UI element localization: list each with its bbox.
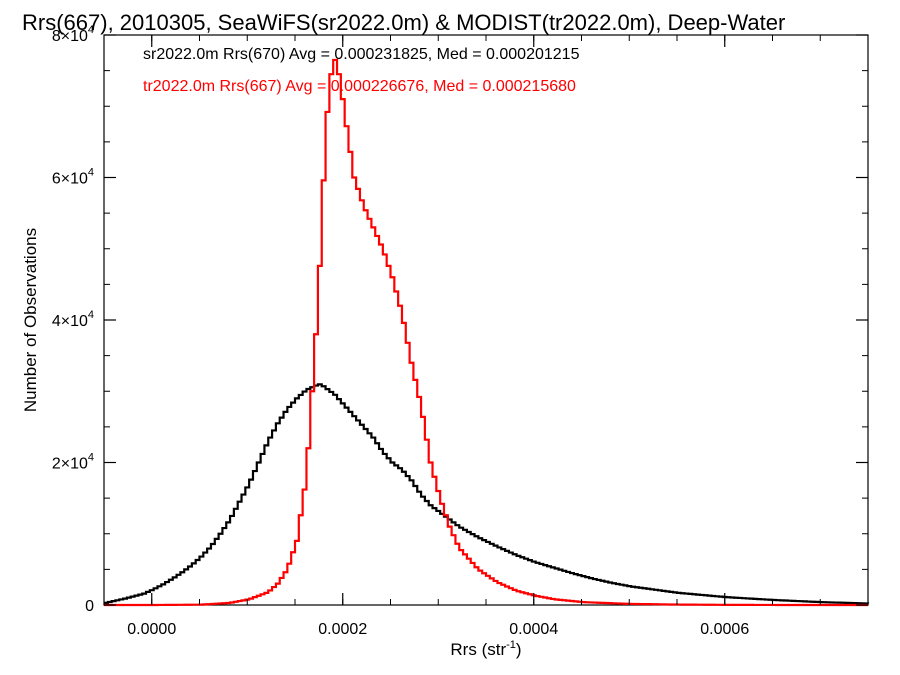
y-tick-label: 4×104: [52, 309, 94, 330]
y-tick-label: 0: [85, 598, 94, 615]
axis-ticks: 0.0000 0.0002 0.0004 0.0006 0 2×104 4×104 6×104…: [52, 24, 869, 638]
y-axis-label: Number of Observations: [21, 228, 40, 412]
x-tick-label: 0.0006: [700, 621, 749, 638]
x-axis-label: Rrs (str-1): [450, 639, 521, 659]
x-tick-label: 0.0002: [318, 621, 367, 638]
y-tick-label: 6×104: [52, 167, 94, 188]
series-group: [104, 58, 870, 607]
x-tick-label: 0.0000: [127, 621, 176, 638]
legend-entry-tr2022: tr2022.0m Rrs(667) Avg = 0.000226676, Me…: [143, 78, 576, 95]
chart-title: Rrs(667), 2010305, SeaWiFS(sr2022.0m) & …: [22, 10, 785, 35]
y-tick-label: 8×104: [52, 24, 94, 45]
plot-frame: [103, 34, 869, 606]
plot-frame-rect: [103, 34, 869, 606]
series-line-1: [104, 58, 868, 607]
x-tick-label: 0.0004: [509, 621, 558, 638]
legend-entry-sr2022: sr2022.0m Rrs(670) Avg = 0.000231825, Me…: [143, 46, 580, 63]
y-tick-label: 2×104: [52, 452, 94, 473]
series-line-0: [104, 383, 870, 605]
